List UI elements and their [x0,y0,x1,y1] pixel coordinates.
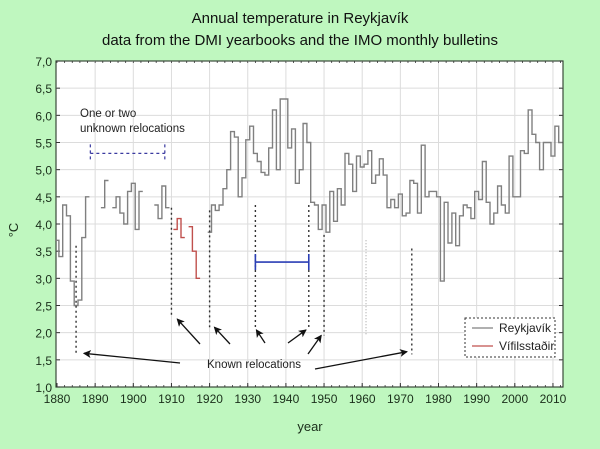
y-tick-label: 3,5 [35,245,52,259]
x-tick-label: 1960 [349,392,376,406]
x-tick-label: 2010 [540,392,567,406]
x-tick-label: 1900 [120,392,147,406]
x-axis-label: year [297,419,323,434]
unknown-relocations-bracket [89,144,166,163]
x-tick-label: 1930 [234,392,261,406]
x-tick-label: 1990 [463,392,490,406]
legend-label-vifilsstadir: Vífilsstaðir [499,339,554,353]
x-tick-label: 1940 [273,392,300,406]
legend-label-reykjavik: Reykjavík [499,321,552,335]
relocation-arrow [255,329,266,344]
y-tick-label: 2,0 [35,327,52,341]
relocation-arrow [176,318,201,345]
relocation-arrow [307,334,322,355]
y-tick-label: 1,5 [35,354,52,368]
chart-subtitle: data from the DMI yearbooks and the IMO … [102,32,498,49]
annotation-known-relocations: Known relocations [207,359,301,371]
series-layer [55,98,563,307]
x-tick-label: 1880 [44,392,71,406]
ticks: 1880 1890 1900 1910 1920 1930 1940 1950 1960 1970… [35,55,566,406]
series-line-reykjavik [154,185,170,220]
x-tick-label: 1980 [425,392,452,406]
legend: Reykjavík Vífilsstaðir [464,317,556,358]
blue-bar [254,254,310,271]
series-line-reykjavik [55,196,90,307]
y-tick-label: 1,0 [35,381,52,395]
chart-title: Annual temperature in Reykjavík [192,10,409,27]
legend-box [464,317,556,358]
annotation-unknown-line2: unknown relocations [80,123,185,135]
relocation-arrow [82,350,181,364]
y-tick-label: 5,0 [35,164,52,178]
y-tick-label: 4,0 [35,218,52,232]
y-axis-label: °C [6,223,21,238]
y-tick-label: 5,5 [35,137,52,151]
y-tick-label: 7,0 [35,55,52,69]
x-tick-label: 1890 [82,392,109,406]
y-tick-label: 4,5 [35,191,52,205]
x-tick-label: 1950 [311,392,338,406]
x-tick-label: 1970 [387,392,414,406]
series-line-vifilsstadir [173,217,185,239]
series-line-vifilsstadir [188,226,201,279]
annotation-unknown-line1: One or two [80,108,136,120]
x-tick-label: 2000 [501,392,528,406]
y-tick-label: 6,5 [35,82,52,96]
grid [56,61,563,387]
series-line-reykjavik [100,179,109,209]
relocation-arrow [287,329,307,344]
y-tick-label: 3,0 [35,272,52,286]
annotations-layer [75,144,413,370]
x-tick-label: 1910 [158,392,185,406]
series-line-reykjavik [207,98,563,282]
x-tick-label: 1920 [196,392,223,406]
y-tick-label: 2,5 [35,300,52,314]
y-tick-label: 6,0 [35,109,52,123]
relocation-arrow [314,349,408,370]
relocation-arrow [213,326,231,345]
series-line-reykjavik [112,182,143,231]
